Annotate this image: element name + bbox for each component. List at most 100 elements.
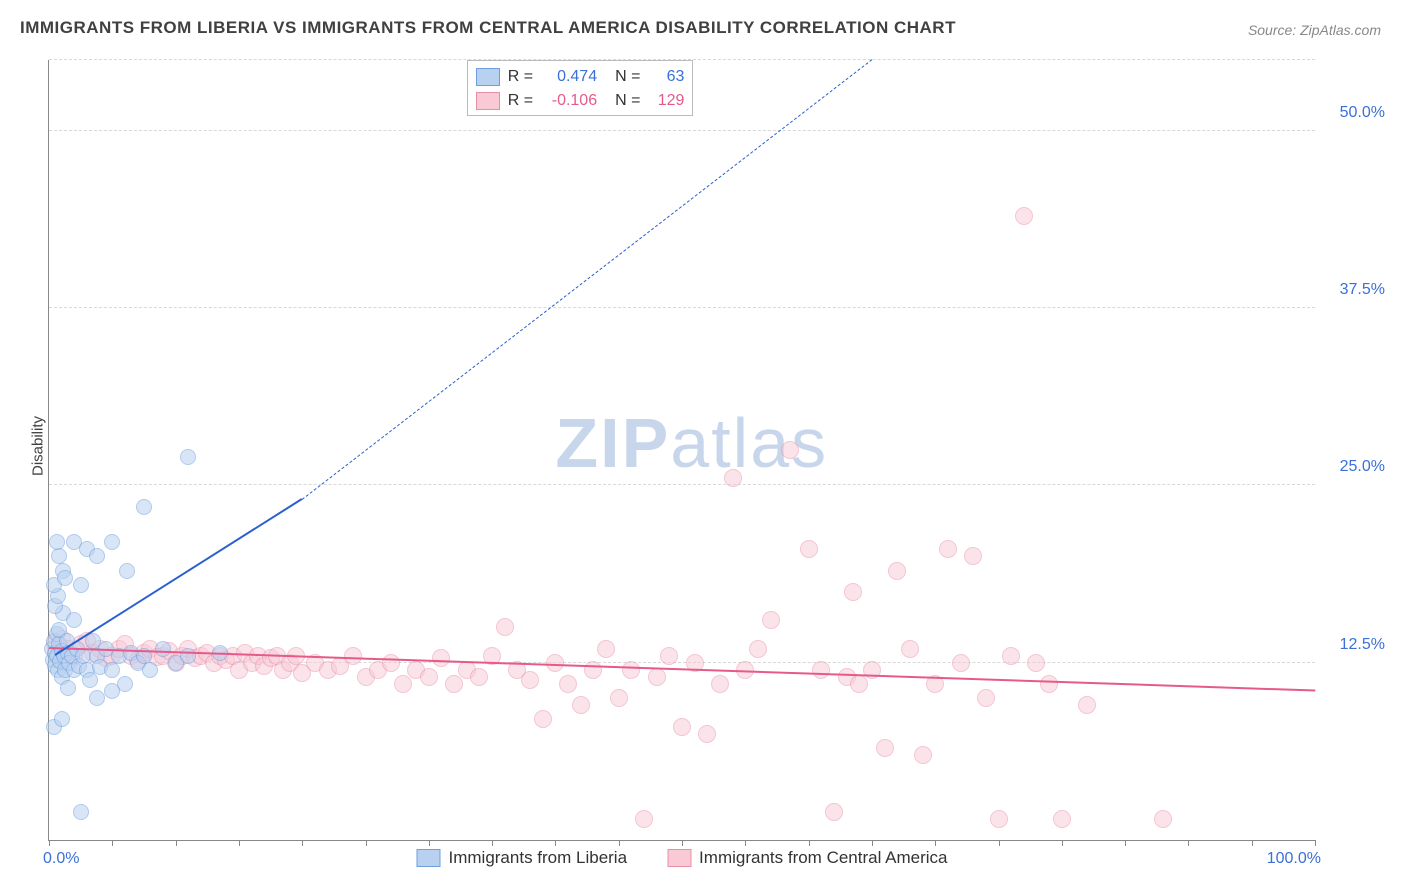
- scatter-point-central_america: [914, 746, 932, 764]
- scatter-point-liberia: [104, 683, 120, 699]
- x-tick: [872, 840, 873, 846]
- scatter-plot-area: ZIPatlas R =0.474N =63R =-0.106N =129 0.…: [48, 60, 1315, 841]
- scatter-point-liberia: [60, 680, 76, 696]
- scatter-point-central_america: [610, 689, 628, 707]
- x-tick: [1315, 840, 1316, 846]
- legend-item-liberia: Immigrants from Liberia: [416, 848, 627, 868]
- x-tick: [176, 840, 177, 846]
- x-tick: [1062, 840, 1063, 846]
- scatter-point-central_america: [572, 696, 590, 714]
- scatter-point-liberia: [54, 711, 70, 727]
- legend-swatch: [667, 849, 691, 867]
- scatter-point-central_america: [635, 810, 653, 828]
- scatter-point-liberia: [73, 577, 89, 593]
- legend-item-central_america: Immigrants from Central America: [667, 848, 947, 868]
- scatter-point-central_america: [800, 540, 818, 558]
- stats-row-liberia: R =0.474N =63: [476, 65, 685, 89]
- stat-r-value: 0.474: [541, 65, 597, 89]
- scatter-point-central_america: [559, 675, 577, 693]
- gridline: [49, 130, 1315, 131]
- scatter-point-liberia: [73, 804, 89, 820]
- x-tick: [999, 840, 1000, 846]
- stat-r-value: -0.106: [541, 89, 597, 113]
- legend-label: Immigrants from Central America: [699, 848, 947, 868]
- x-tick: [1125, 840, 1126, 846]
- scatter-point-central_america: [781, 441, 799, 459]
- stats-swatch: [476, 92, 500, 110]
- trendline-extrapolated: [302, 59, 872, 499]
- scatter-point-central_america: [844, 583, 862, 601]
- scatter-point-liberia: [51, 548, 67, 564]
- scatter-point-central_america: [432, 649, 450, 667]
- scatter-point-liberia: [155, 641, 171, 657]
- y-axis-label: Disability: [30, 416, 47, 476]
- scatter-point-liberia: [89, 690, 105, 706]
- x-axis-max-label: 100.0%: [1267, 850, 1321, 868]
- trendline: [55, 498, 303, 656]
- scatter-point-central_america: [546, 654, 564, 672]
- scatter-point-central_america: [673, 718, 691, 736]
- scatter-point-liberia: [89, 548, 105, 564]
- scatter-point-central_america: [470, 668, 488, 686]
- x-tick: [112, 840, 113, 846]
- scatter-point-central_america: [977, 689, 995, 707]
- watermark-atlas: atlas: [670, 404, 828, 482]
- chart-title: IMMIGRANTS FROM LIBERIA VS IMMIGRANTS FR…: [20, 18, 956, 38]
- y-tick-label: 12.5%: [1325, 636, 1385, 654]
- scatter-point-liberia: [104, 534, 120, 550]
- x-tick: [1252, 840, 1253, 846]
- legend: Immigrants from Liberia Immigrants from C…: [416, 848, 947, 868]
- scatter-point-central_america: [420, 668, 438, 686]
- scatter-point-central_america: [724, 469, 742, 487]
- scatter-point-central_america: [584, 661, 602, 679]
- scatter-point-liberia: [142, 662, 158, 678]
- scatter-point-liberia: [66, 534, 82, 550]
- scatter-point-central_america: [394, 675, 412, 693]
- y-tick-label: 37.5%: [1325, 281, 1385, 299]
- scatter-point-central_america: [1002, 647, 1020, 665]
- x-tick: [239, 840, 240, 846]
- stat-n-label: N =: [615, 65, 640, 89]
- x-tick: [745, 840, 746, 846]
- scatter-point-central_america: [534, 710, 552, 728]
- stats-row-central_america: R =-0.106N =129: [476, 89, 685, 113]
- x-tick: [1188, 840, 1189, 846]
- scatter-point-liberia: [49, 534, 65, 550]
- x-tick: [492, 840, 493, 846]
- scatter-point-central_america: [749, 640, 767, 658]
- scatter-point-liberia: [104, 662, 120, 678]
- scatter-point-central_america: [1040, 675, 1058, 693]
- scatter-point-central_america: [1078, 696, 1096, 714]
- x-axis-min-label: 0.0%: [43, 850, 79, 868]
- x-tick: [809, 840, 810, 846]
- watermark-zip: ZIP: [555, 404, 670, 482]
- gridline: [49, 484, 1315, 485]
- scatter-point-central_america: [496, 618, 514, 636]
- x-tick: [302, 840, 303, 846]
- source-attribution: Source: ZipAtlas.com: [1248, 22, 1381, 38]
- scatter-point-central_america: [622, 661, 640, 679]
- scatter-point-central_america: [812, 661, 830, 679]
- gridline: [49, 59, 1315, 60]
- scatter-point-liberia: [180, 648, 196, 664]
- scatter-point-central_america: [1027, 654, 1045, 672]
- stat-n-value: 63: [648, 65, 684, 89]
- legend-swatch: [416, 849, 440, 867]
- scatter-point-central_america: [382, 654, 400, 672]
- scatter-point-central_america: [901, 640, 919, 658]
- scatter-point-central_america: [1015, 207, 1033, 225]
- scatter-point-liberia: [119, 563, 135, 579]
- scatter-point-central_america: [952, 654, 970, 672]
- scatter-point-central_america: [521, 671, 539, 689]
- x-tick: [555, 840, 556, 846]
- y-tick-label: 25.0%: [1325, 458, 1385, 476]
- scatter-point-central_america: [1053, 810, 1071, 828]
- correlation-stats-box: R =0.474N =63R =-0.106N =129: [467, 60, 694, 116]
- scatter-point-central_america: [344, 647, 362, 665]
- y-tick-label: 50.0%: [1325, 104, 1385, 122]
- scatter-point-central_america: [825, 803, 843, 821]
- scatter-point-central_america: [850, 675, 868, 693]
- x-tick: [49, 840, 50, 846]
- scatter-point-central_america: [698, 725, 716, 743]
- gridline: [49, 307, 1315, 308]
